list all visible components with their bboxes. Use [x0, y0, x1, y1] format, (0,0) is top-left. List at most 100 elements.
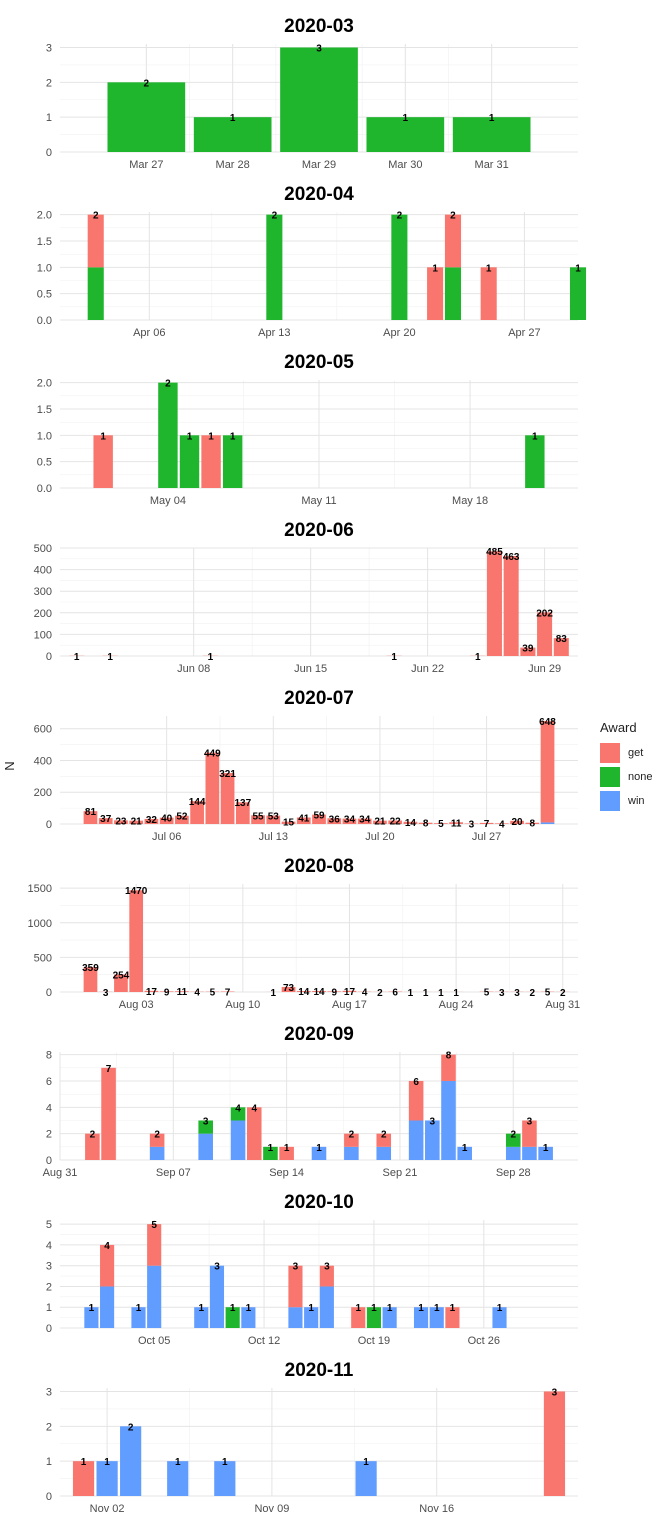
bar-segment-win — [198, 1133, 213, 1160]
bar-value-label: 11 — [451, 818, 462, 829]
bar-value-label: 41 — [298, 813, 310, 824]
bar-segment-get — [100, 1244, 115, 1287]
bar-segment-get — [281, 986, 296, 992]
bar-segment-win — [311, 1146, 327, 1160]
bar-segment-win — [457, 1146, 472, 1160]
bar-value-label: 1 — [497, 1303, 503, 1314]
bar-value-label: 2 — [530, 988, 536, 999]
bar-segment-get — [522, 1120, 537, 1147]
bar-value-label: 20 — [511, 817, 523, 828]
bar-value-label: 59 — [313, 811, 325, 822]
bar-segment-win — [230, 1120, 246, 1160]
bar-value-label: 1 — [543, 1143, 549, 1154]
x-tick-label: Sep 28 — [496, 1167, 531, 1179]
bar-value-label: 1 — [198, 1303, 204, 1314]
y-tick-label: 1.0 — [37, 430, 52, 442]
bar-value-label: 73 — [283, 983, 295, 994]
bar-segment-win — [344, 1146, 359, 1160]
facet-panel-2020-10: 2020-10 0 1 2 3 4 5 Oct 05 Oct 12 Oct 19 Oct 26 1 4 1… — [46, 1192, 578, 1347]
bar-value-label: 1470 — [125, 886, 148, 897]
bar-segment-none — [263, 1146, 278, 1160]
bar-value-label: 5 — [484, 988, 490, 999]
bar-segment-win — [84, 1307, 99, 1328]
bar-value-label: 37 — [100, 814, 112, 825]
x-tick-label: Apr 06 — [133, 327, 165, 339]
bar-segment-win — [167, 1461, 189, 1496]
facet-panel-2020-04: 2020-04 0.0 0.5 1.0 1.5 2.0 Apr 06 Apr 13 Apr 20… — [37, 184, 587, 339]
bar-segment-get — [388, 820, 403, 824]
bar-segment-get — [266, 815, 281, 824]
x-tick-label: Nov 16 — [419, 1503, 454, 1515]
bar-segment-get — [279, 1146, 294, 1160]
bar-segment-none — [525, 435, 545, 488]
bar-segment-get — [373, 820, 387, 824]
bar-segment-get — [319, 1265, 334, 1287]
bar-value-label: 1 — [371, 1303, 377, 1314]
x-tick-label: May 18 — [452, 495, 488, 507]
y-tick-label: 0 — [46, 147, 52, 159]
bar-segment-win — [408, 1120, 424, 1160]
bar-value-label: 36 — [329, 814, 341, 825]
y-tick-label: 2 — [46, 77, 52, 89]
x-tick-label: Aug 03 — [119, 999, 154, 1011]
x-tick-label: Mar 27 — [129, 159, 163, 171]
bar-value-label: 52 — [176, 812, 188, 823]
bar-value-label: 3 — [203, 1116, 209, 1127]
bar-segment-get — [129, 890, 144, 992]
x-tick-label: Nov 02 — [90, 1503, 125, 1515]
bar-segment-get — [144, 818, 159, 824]
bar-segment-get — [449, 822, 463, 824]
bar-segment-get — [327, 991, 342, 992]
bar-value-label: 1 — [74, 652, 80, 663]
bar-value-label: 1 — [475, 652, 481, 663]
y-tick-label: 600 — [34, 724, 52, 736]
bar-value-label: 1 — [387, 1303, 393, 1314]
bar-value-label: 3 — [103, 988, 109, 999]
bar-value-label: 6 — [392, 988, 398, 999]
bar-value-label: 1 — [104, 1457, 110, 1468]
y-tick-label: 1000 — [28, 918, 52, 930]
y-tick-label: 0 — [46, 1323, 52, 1335]
bar-value-label: 9 — [164, 987, 170, 998]
bar-segment-win — [538, 1146, 553, 1160]
bar-value-label: 1 — [403, 113, 409, 124]
bar-segment-get — [376, 1133, 392, 1147]
bar-value-label: 449 — [204, 749, 221, 760]
bar-segment-none — [158, 382, 178, 488]
bar-segment-get — [445, 1307, 460, 1328]
y-tick-label: 1.5 — [37, 236, 52, 248]
x-tick-label: Apr 20 — [383, 327, 415, 339]
bar-segment-get — [114, 820, 128, 824]
bar-value-label: 1 — [230, 113, 236, 124]
bar-value-label: 3 — [214, 1262, 220, 1273]
bar-value-label: 1 — [268, 1143, 274, 1154]
bar-segment-get — [327, 818, 342, 824]
bar-segment-get — [87, 214, 104, 268]
bar-value-label: 5 — [151, 1220, 157, 1231]
panel-title: 2020-10 — [284, 1192, 354, 1213]
x-tick-label: Jul 13 — [259, 831, 288, 843]
y-tick-label: 400 — [34, 565, 52, 577]
bar-segment-get — [312, 991, 326, 992]
y-tick-label: 0.0 — [37, 483, 52, 495]
bar-value-label: 2 — [154, 1130, 160, 1141]
bar-segment-get — [427, 267, 444, 320]
bar-segment-none — [222, 435, 243, 488]
x-tick-label: Aug 10 — [225, 999, 260, 1011]
bar-segment-win — [441, 1080, 456, 1160]
facet-panel-2020-09: 2020-09 0 2 4 6 8 Aug 31 Sep 07 Sep 14 Sep 21 Sep … — [43, 1024, 578, 1179]
bar-segment-win — [429, 1307, 444, 1328]
x-tick-label: Apr 13 — [258, 327, 290, 339]
bar-segment-none — [444, 267, 462, 320]
bar-segment-get — [342, 818, 357, 824]
bar-segment-get — [72, 1461, 95, 1496]
bar-segment-win — [355, 1461, 377, 1496]
panel-title: 2020-08 — [284, 856, 354, 877]
bar-value-label: 17 — [344, 987, 356, 998]
bar-segment-none — [569, 267, 587, 320]
bar-value-label: 321 — [219, 769, 236, 780]
bar-segment-get — [175, 991, 189, 992]
bar-value-label: 3 — [514, 988, 520, 999]
y-tick-label: 0 — [46, 987, 52, 999]
